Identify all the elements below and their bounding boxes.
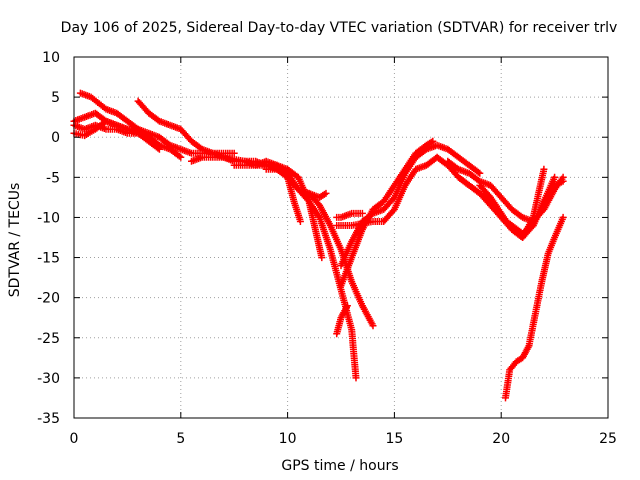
x-tick-label: 15 [385, 431, 403, 447]
x-axis-label: GPS time / hours [281, 458, 398, 474]
x-tick-label: 25 [599, 431, 617, 447]
series-trace-8 [262, 165, 360, 382]
series-trace-11 [333, 302, 351, 338]
series-trace-13 [337, 141, 484, 270]
y-tick-label: 5 [51, 90, 60, 106]
series-trace-6 [188, 153, 304, 225]
x-tick-label: 0 [70, 431, 79, 447]
y-tick-label: 0 [51, 130, 60, 146]
y-tick-label: -30 [37, 371, 60, 387]
chart-title: Day 106 of 2025, Sidereal Day-to-day VTE… [61, 20, 618, 36]
series-trace-14 [333, 153, 559, 237]
series-trace-10 [305, 189, 330, 201]
y-tick-label: -15 [37, 251, 60, 267]
x-tick-label: 5 [176, 431, 185, 447]
x-tick-label: 20 [492, 431, 510, 447]
y-tick-label: -5 [46, 170, 60, 186]
y-axis-label: SDTVAR / TECUs [7, 183, 23, 298]
axis-ticks: 0 5 10 15 20 25 10 5 0 -5 -10 -15 -20 -25 -30 -35 [37, 50, 617, 447]
series-trace-19 [502, 213, 567, 402]
series-layer [70, 89, 567, 402]
y-tick-label: -35 [37, 411, 60, 427]
plot-frame [73, 56, 609, 419]
y-tick-label: 10 [42, 50, 60, 66]
y-tick-label: -10 [37, 210, 60, 226]
grid-lines [74, 57, 608, 418]
series-trace-15 [333, 209, 366, 221]
x-tick-label: 10 [279, 431, 297, 447]
series-trace-18 [476, 165, 548, 241]
y-tick-label: -20 [37, 291, 60, 307]
y-tick-label: -25 [37, 331, 60, 347]
